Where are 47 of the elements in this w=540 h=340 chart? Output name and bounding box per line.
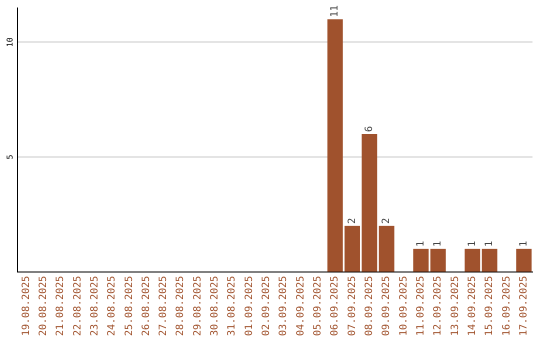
data-label: 1	[467, 240, 478, 247]
x-tick-label: 02.09.2025	[261, 276, 272, 336]
bar	[430, 248, 446, 272]
x-tick-label: 06.09.2025	[330, 276, 341, 336]
x-tick-label: 29.08.2025	[192, 276, 204, 336]
bar	[378, 226, 394, 272]
x-tick-label: 13.09.2025	[450, 276, 461, 336]
x-tick-label: 22.08.2025	[72, 276, 84, 336]
x-tick-label: 31.08.2025	[226, 276, 238, 336]
data-label: 1	[432, 240, 444, 247]
x-tick-label: 20.08.2025	[38, 276, 49, 336]
data-label: 11	[330, 5, 341, 18]
bar	[482, 248, 498, 272]
data-label: 1	[416, 240, 427, 247]
bar	[516, 248, 532, 272]
x-tick-label: 12.09.2025	[432, 276, 444, 336]
data-label: 2	[381, 218, 392, 224]
x-tick-label: 27.08.2025	[158, 276, 170, 336]
data-label: 2	[346, 218, 358, 224]
x-tick-label: 09.09.2025	[381, 276, 392, 336]
y-tick-label: 10	[6, 37, 15, 48]
x-tick-label: 17.09.2025	[518, 276, 530, 336]
x-tick-label: 25.08.2025	[124, 276, 135, 336]
x-tick-label: 15.09.2025	[484, 276, 496, 336]
x-tick-label: 03.09.2025	[278, 276, 290, 336]
data-label: 1	[484, 240, 496, 247]
x-tick-label: 05.09.2025	[312, 276, 324, 336]
bar	[464, 248, 480, 272]
y-tick-label: 5	[6, 154, 15, 160]
x-tick-label: 10.09.2025	[398, 276, 410, 336]
x-tick-label: 08.09.2025	[364, 276, 376, 336]
x-tick-label: 24.08.2025	[106, 276, 118, 336]
x-tick-label: 21.08.2025	[55, 276, 66, 336]
x-tick-label: 14.09.2025	[467, 276, 478, 336]
x-tick-label: 23.08.2025	[89, 276, 100, 336]
x-tick-label: 30.08.2025	[210, 276, 221, 336]
x-tick-label: 19.08.2025	[20, 276, 32, 336]
bar	[413, 248, 429, 272]
x-tick-label: 01.09.2025	[244, 276, 255, 336]
x-tick-label: 07.09.2025	[346, 276, 358, 336]
data-label: 6	[364, 126, 376, 132]
x-tick-label: 11.09.2025	[416, 276, 427, 336]
x-tick-label: 26.08.2025	[140, 276, 152, 336]
x-tick-label: 28.08.2025	[175, 276, 186, 336]
x-tick-label: 04.09.2025	[295, 276, 306, 336]
x-tick-label: 16.09.2025	[501, 276, 512, 336]
data-label: 1	[518, 240, 530, 247]
